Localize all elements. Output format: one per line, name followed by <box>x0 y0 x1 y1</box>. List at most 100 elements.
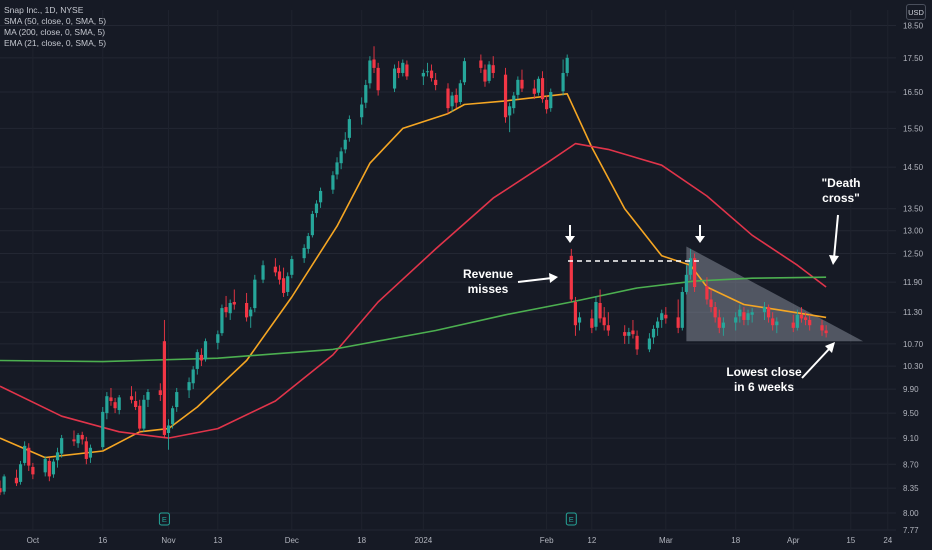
x-tick-label: Nov <box>161 536 175 545</box>
candle <box>492 56 495 78</box>
legend-symbol: Snap Inc., 1D, NYSE <box>4 5 106 16</box>
candle <box>233 289 236 309</box>
candle-body <box>422 73 425 76</box>
candle <box>446 83 449 113</box>
candle-body <box>660 313 663 320</box>
candle-body <box>685 275 688 292</box>
y-tick-label: 8.35 <box>903 484 919 493</box>
candle-body <box>393 69 396 89</box>
candle <box>290 256 293 278</box>
candle <box>504 68 507 123</box>
candle-body <box>175 392 178 407</box>
candle-body <box>488 65 491 81</box>
candle <box>109 388 112 406</box>
candle-body <box>340 151 343 163</box>
candle-body <box>89 448 92 458</box>
candle <box>590 310 593 334</box>
candle <box>360 97 363 124</box>
candle <box>274 258 277 276</box>
y-tick-label: 12.50 <box>903 249 924 258</box>
candle-body <box>360 105 363 118</box>
candle-body <box>804 317 807 320</box>
candle-body <box>311 214 314 235</box>
candle-body <box>483 70 486 82</box>
candle <box>175 388 178 412</box>
candle-body <box>627 332 630 336</box>
candle-body <box>652 329 655 338</box>
candle <box>60 435 63 458</box>
candle-body <box>3 476 6 491</box>
candle <box>405 60 408 79</box>
candle-body <box>105 396 108 413</box>
candle <box>216 330 219 349</box>
candle-body <box>479 60 482 67</box>
candle-body <box>648 339 651 350</box>
candle <box>693 253 696 291</box>
candle-body <box>85 441 88 459</box>
candle-body <box>574 302 577 325</box>
candle <box>631 320 634 339</box>
candle <box>187 377 190 398</box>
candle <box>3 474 6 494</box>
candle-body <box>192 369 195 383</box>
y-tick-label: 13.00 <box>903 227 924 236</box>
y-tick-label: 9.50 <box>903 409 919 418</box>
candle <box>422 70 425 85</box>
currency-button[interactable]: USD <box>906 4 926 20</box>
arrow-down-feb-head <box>565 236 575 243</box>
candle-body <box>146 392 149 400</box>
candle-body <box>130 396 133 400</box>
candle-body <box>734 317 737 322</box>
candle <box>664 307 667 324</box>
candle-body <box>664 315 667 319</box>
y-tick-label: 18.50 <box>903 22 924 31</box>
candle-body <box>344 140 347 150</box>
candle <box>635 330 638 354</box>
candle <box>335 157 338 179</box>
candle-body <box>0 488 2 492</box>
annotation-death-line1: "Death <box>821 176 860 190</box>
candle-body <box>709 299 712 307</box>
candle <box>303 244 306 263</box>
candle <box>192 366 195 389</box>
candle-body <box>113 402 116 408</box>
candle <box>27 443 30 471</box>
candle-body <box>278 271 281 279</box>
candle-body <box>508 106 511 115</box>
candle-body <box>134 401 137 407</box>
candle-body <box>233 302 236 305</box>
candle-body <box>401 63 404 73</box>
candle <box>426 63 429 77</box>
y-tick-label: 14.50 <box>903 163 924 172</box>
candle <box>113 398 116 413</box>
x-tick-label: 24 <box>883 536 892 545</box>
candle-body <box>607 325 610 330</box>
candle <box>167 419 170 449</box>
arrow-death-cross-head <box>829 255 839 265</box>
candle-body <box>220 308 223 333</box>
candle-body <box>451 96 454 107</box>
candle-body <box>446 89 449 109</box>
candle <box>393 65 396 93</box>
candle <box>533 80 536 99</box>
candle <box>200 348 203 366</box>
candle-body <box>142 400 145 429</box>
candle-body <box>290 259 293 275</box>
x-tick-label: Apr <box>787 536 800 545</box>
candle <box>249 307 252 328</box>
candle-body <box>578 317 581 322</box>
candle <box>118 395 121 414</box>
candle-body <box>81 435 84 439</box>
candle-body <box>598 303 601 318</box>
candle <box>196 349 199 374</box>
candle-body <box>800 315 803 319</box>
candle-body <box>705 286 708 299</box>
candle-body <box>751 312 754 315</box>
legend-ema21: EMA (21, close, 0, SMA, 5) <box>4 38 106 49</box>
candle-body <box>44 459 47 472</box>
candle-body <box>631 330 634 334</box>
candle <box>15 470 18 486</box>
candle-body <box>159 390 162 395</box>
candle-body <box>820 325 823 330</box>
